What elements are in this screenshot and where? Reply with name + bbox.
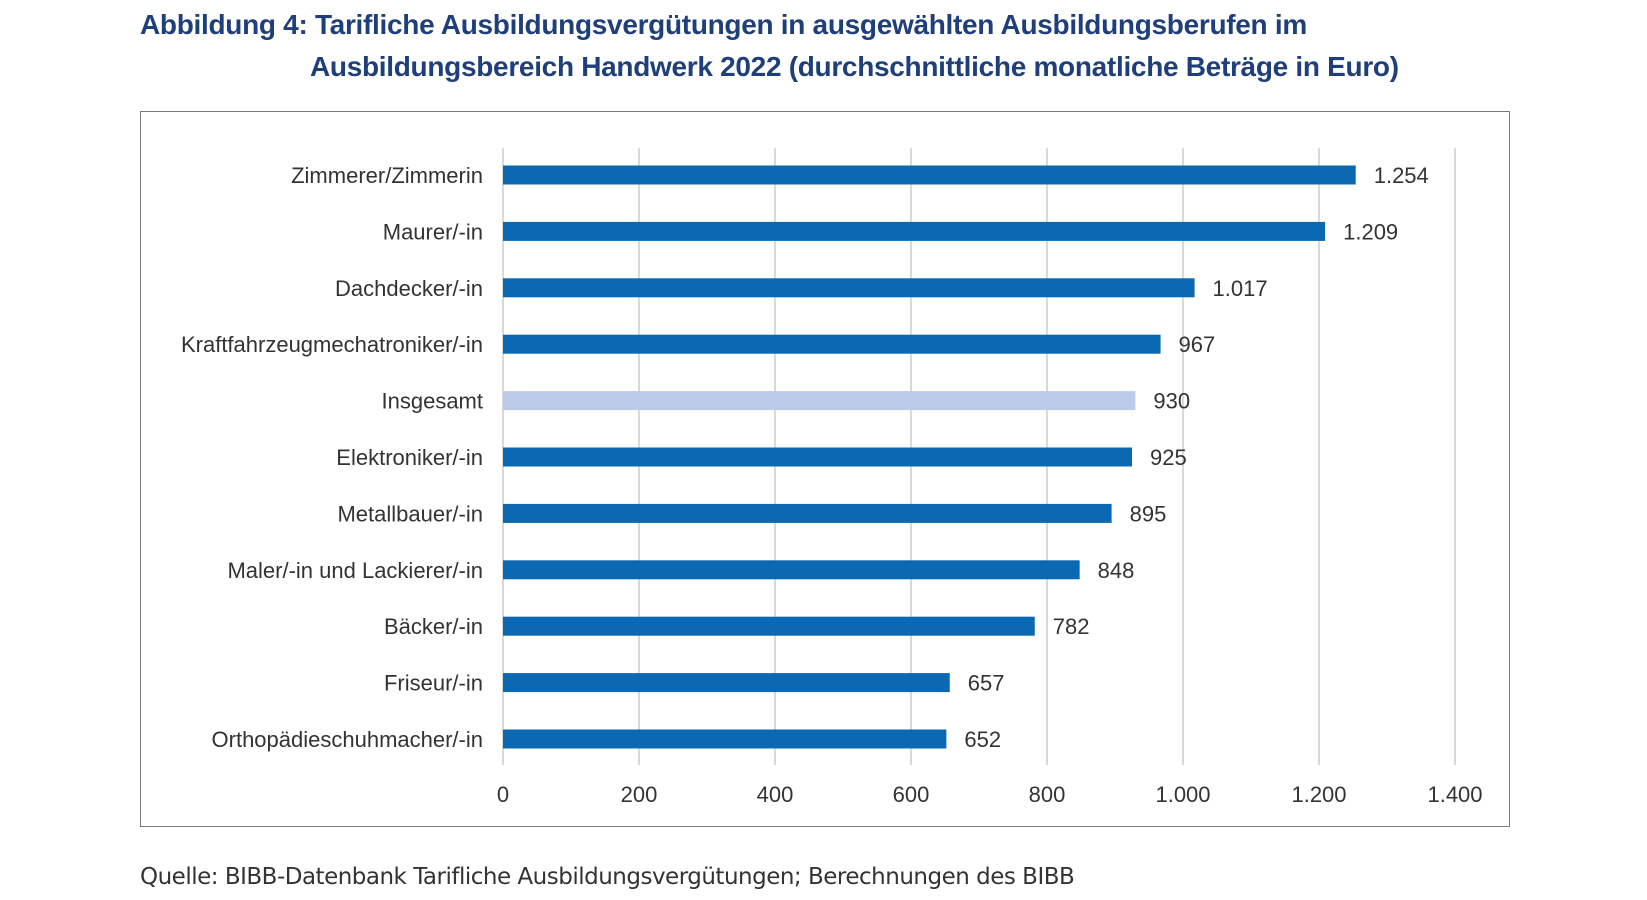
bar: [503, 221, 1326, 241]
bar: [503, 503, 1112, 523]
category-label: Friseur/-in: [384, 671, 483, 696]
bar: [503, 729, 947, 749]
bar: [503, 447, 1132, 467]
category-label: Maurer/-in: [383, 219, 483, 244]
bar: [503, 278, 1195, 298]
category-label: Elektroniker/-in: [336, 445, 483, 470]
chart-frame: [140, 111, 1510, 827]
bar: [503, 560, 1080, 580]
title-line-1: Abbildung 4: Tarifliche Ausbildungsvergü…: [140, 9, 1307, 40]
x-tick-label: 600: [893, 782, 930, 807]
bar: [503, 165, 1356, 185]
value-label: 895: [1130, 501, 1167, 526]
x-tick-label: 1.200: [1291, 782, 1346, 807]
x-tick-label: 800: [1029, 782, 1066, 807]
value-label: 930: [1153, 389, 1190, 414]
value-label: 782: [1053, 614, 1090, 639]
category-label: Insgesamt: [382, 389, 484, 414]
x-tick-label: 0: [497, 782, 509, 807]
x-tick-label: 200: [621, 782, 658, 807]
bar: [503, 334, 1161, 354]
value-label: 657: [968, 671, 1005, 696]
bar: [503, 616, 1035, 636]
category-label: Zimmerer/Zimmerin: [291, 163, 483, 188]
value-label: 1.254: [1374, 163, 1429, 188]
x-tick-label: 400: [757, 782, 794, 807]
category-label: Maler/-in und Lackierer/-in: [227, 558, 483, 583]
x-tick-label: 1.000: [1155, 782, 1210, 807]
value-label: 967: [1179, 332, 1216, 357]
category-label: Metallbauer/-in: [337, 501, 483, 526]
source-note: Quelle: BIBB-Datenbank Tarifliche Ausbil…: [140, 864, 1075, 890]
category-label: Bäcker/-in: [384, 614, 483, 639]
value-label: 1.209: [1343, 219, 1398, 244]
x-tick-label: 1.400: [1427, 782, 1482, 807]
chart-title: Abbildung 4: Tarifliche Ausbildungsvergü…: [140, 4, 1399, 88]
category-label: Kraftfahrzeugmechatroniker/-in: [181, 332, 483, 357]
value-label: 848: [1098, 558, 1135, 583]
value-label: 652: [964, 727, 1001, 752]
value-label: 1.017: [1213, 276, 1268, 301]
bar: [503, 673, 950, 693]
title-line-2: Ausbildungsbereich Handwerk 2022 (durchs…: [310, 51, 1399, 82]
category-label: Orthopädieschuhmacher/-in: [212, 727, 483, 752]
category-label: Dachdecker/-in: [335, 276, 483, 301]
bar-total: [503, 391, 1136, 411]
value-label: 925: [1150, 445, 1187, 470]
